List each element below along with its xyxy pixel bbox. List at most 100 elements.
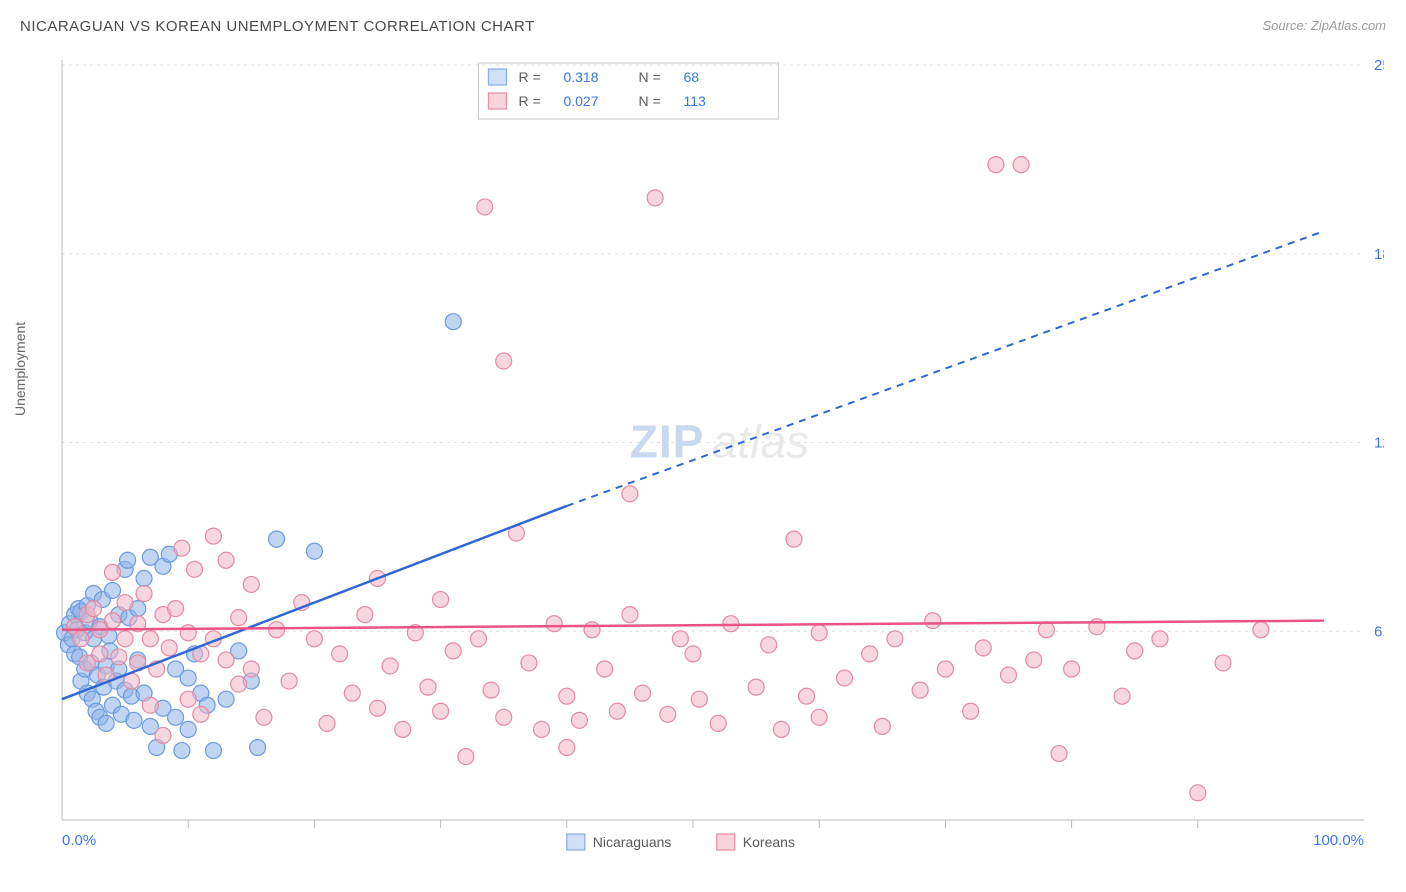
data-point: [256, 709, 272, 725]
x-end-label: 100.0%: [1313, 832, 1364, 849]
data-point: [445, 314, 461, 330]
data-point: [622, 607, 638, 623]
y-axis-label: Unemployment: [12, 322, 28, 416]
data-point: [269, 531, 285, 547]
data-point: [86, 601, 102, 617]
data-point: [281, 673, 297, 689]
data-point: [521, 655, 537, 671]
regression-line: [62, 621, 1324, 630]
legend-r-label: R =: [518, 93, 540, 109]
data-point: [104, 613, 120, 629]
data-point: [231, 676, 247, 692]
legend-r-label: R =: [518, 69, 540, 85]
data-point: [963, 703, 979, 719]
data-point: [92, 646, 108, 662]
bottom-legend-label: Nicaraguans: [593, 834, 672, 850]
data-point: [104, 582, 120, 598]
data-point: [477, 199, 493, 215]
data-point: [243, 661, 259, 677]
data-point: [1190, 785, 1206, 801]
bottom-legend-label: Koreans: [743, 834, 795, 850]
data-point: [483, 682, 499, 698]
data-point: [142, 697, 158, 713]
data-point: [382, 658, 398, 674]
bottom-legend-swatch: [717, 834, 735, 850]
data-point: [584, 622, 600, 638]
data-point: [1038, 622, 1054, 638]
data-point: [937, 661, 953, 677]
data-point: [420, 679, 436, 695]
legend-n-label: N =: [638, 69, 660, 85]
data-point: [773, 721, 789, 737]
data-point: [120, 552, 136, 568]
data-point: [635, 685, 651, 701]
data-point: [975, 640, 991, 656]
data-point: [218, 652, 234, 668]
data-point: [357, 607, 373, 623]
legend-r-value: 0.027: [563, 93, 598, 109]
data-point: [1114, 688, 1130, 704]
chart-source: Source: ZipAtlas.com: [1262, 18, 1386, 33]
data-point: [332, 646, 348, 662]
data-point: [786, 531, 802, 547]
data-point: [218, 691, 234, 707]
data-point: [691, 691, 707, 707]
data-point: [571, 712, 587, 728]
data-point: [1013, 157, 1029, 173]
chart-title: NICARAGUAN VS KOREAN UNEMPLOYMENT CORREL…: [20, 18, 535, 35]
data-point: [685, 646, 701, 662]
data-point: [1253, 622, 1269, 638]
data-point: [370, 700, 386, 716]
data-point: [306, 631, 322, 647]
watermark-text: atlas: [712, 416, 809, 468]
data-point: [836, 670, 852, 686]
data-point: [250, 740, 266, 756]
data-point: [174, 743, 190, 759]
data-point: [546, 616, 562, 632]
data-point: [609, 703, 625, 719]
chart-container: NICARAGUAN VS KOREAN UNEMPLOYMENT CORREL…: [0, 0, 1406, 892]
regression-line-dashed: [567, 231, 1324, 506]
data-point: [319, 715, 335, 731]
y-tick-label: 18.8%: [1374, 246, 1384, 263]
data-point: [218, 552, 234, 568]
data-point: [180, 691, 196, 707]
data-point: [534, 721, 550, 737]
data-point: [660, 706, 676, 722]
data-point: [1127, 643, 1143, 659]
data-point: [988, 157, 1004, 173]
data-point: [647, 190, 663, 206]
legend-n-value: 68: [683, 69, 699, 85]
data-point: [811, 709, 827, 725]
data-point: [136, 586, 152, 602]
data-point: [231, 610, 247, 626]
data-point: [1001, 667, 1017, 683]
data-point: [1026, 652, 1042, 668]
data-point: [117, 595, 133, 611]
data-point: [73, 631, 89, 647]
data-point: [559, 688, 575, 704]
data-point: [559, 740, 575, 756]
data-point: [458, 749, 474, 765]
data-point: [168, 709, 184, 725]
data-point: [111, 649, 127, 665]
legend-n-value: 113: [683, 93, 706, 109]
scatter-plot: 6.3%12.5%18.8%25.0%ZIPatlas0.0%100.0%R =…: [44, 50, 1384, 860]
data-point: [862, 646, 878, 662]
data-point: [799, 688, 815, 704]
y-tick-label: 6.3%: [1374, 623, 1384, 640]
data-point: [433, 592, 449, 608]
data-point: [168, 601, 184, 617]
data-point: [161, 640, 177, 656]
legend-r-value: 0.318: [563, 69, 598, 85]
y-tick-label: 12.5%: [1374, 435, 1384, 452]
data-point: [344, 685, 360, 701]
data-point: [142, 631, 158, 647]
data-point: [1215, 655, 1231, 671]
data-point: [1064, 661, 1080, 677]
data-point: [597, 661, 613, 677]
legend-swatch: [488, 93, 506, 109]
data-point: [811, 625, 827, 641]
data-point: [1051, 746, 1067, 762]
data-point: [912, 682, 928, 698]
